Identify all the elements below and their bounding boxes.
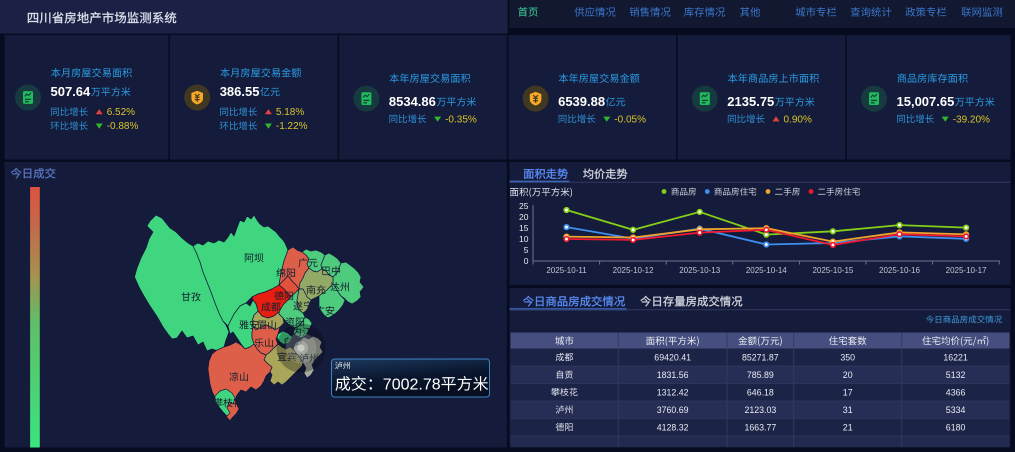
svg-text:4128.32: 4128.32 (657, 422, 689, 432)
svg-text:-1.22%: -1.22% (276, 121, 308, 132)
svg-text:0: 0 (524, 256, 529, 266)
svg-text:16221: 16221 (943, 352, 968, 362)
svg-text:2025-10-17: 2025-10-17 (946, 266, 987, 275)
svg-text:-0.05%: -0.05% (614, 114, 646, 125)
svg-text:2025-10-15: 2025-10-15 (812, 266, 853, 275)
svg-text:31: 31 (843, 405, 853, 415)
svg-text:2135.75: 2135.75 (727, 94, 774, 109)
svg-text:2025-10-11: 2025-10-11 (546, 266, 587, 275)
svg-text:85271.87: 85271.87 (742, 352, 779, 362)
svg-text:5132: 5132 (946, 370, 966, 380)
svg-text:69420.41: 69420.41 (654, 352, 691, 362)
svg-text:2025-10-14: 2025-10-14 (746, 266, 787, 275)
svg-text:20: 20 (843, 370, 853, 380)
svg-text:15: 15 (519, 223, 529, 233)
svg-text:20: 20 (519, 212, 529, 222)
svg-text:-39.20%: -39.20% (953, 114, 990, 125)
svg-text:21: 21 (843, 422, 853, 432)
svg-text:2025-10-13: 2025-10-13 (679, 266, 720, 275)
svg-text:15,007.65: 15,007.65 (897, 94, 955, 109)
svg-text:5: 5 (524, 245, 529, 255)
svg-text:350: 350 (840, 352, 855, 362)
svg-text:10: 10 (519, 234, 529, 244)
svg-text:2025-10-16: 2025-10-16 (879, 266, 920, 275)
svg-text:6.52%: 6.52% (107, 107, 135, 118)
svg-text:386.55: 386.55 (220, 84, 260, 99)
svg-text:8534.86: 8534.86 (389, 94, 436, 109)
svg-text:6180: 6180 (946, 422, 966, 432)
svg-text:-0.88%: -0.88% (107, 121, 139, 132)
svg-text:6539.88: 6539.88 (558, 94, 605, 109)
svg-text:1831.56: 1831.56 (657, 370, 689, 380)
svg-text:0.90%: 0.90% (784, 114, 812, 125)
svg-text:5.18%: 5.18% (276, 107, 304, 118)
svg-text:5334: 5334 (946, 405, 966, 415)
svg-text:4366: 4366 (946, 387, 966, 397)
svg-text:-0.35%: -0.35% (445, 114, 477, 125)
svg-text:1312.42: 1312.42 (657, 387, 689, 397)
svg-text:2025-10-12: 2025-10-12 (613, 266, 654, 275)
svg-text:646.18: 646.18 (747, 387, 774, 397)
svg-text:17: 17 (843, 387, 853, 397)
svg-text:785.89: 785.89 (747, 370, 774, 380)
svg-text:3760.69: 3760.69 (657, 405, 689, 415)
svg-text:507.64: 507.64 (51, 84, 92, 99)
svg-text:25: 25 (519, 201, 529, 211)
svg-text:2123.03: 2123.03 (744, 405, 776, 415)
svg-text:1663.77: 1663.77 (744, 422, 776, 432)
svg-text:7002.78: 7002.78 (383, 377, 441, 394)
